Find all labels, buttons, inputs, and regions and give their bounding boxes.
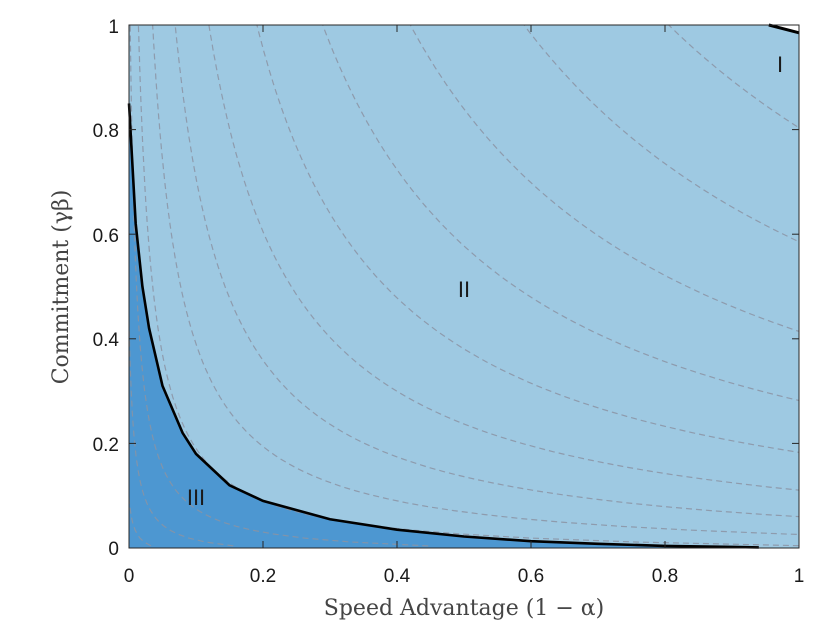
contour-line (322, 25, 799, 402)
y-axis-label: Commitment (γβ) (49, 190, 74, 385)
x-tick-label: 0 (124, 566, 135, 587)
x-tick-label: 1 (794, 566, 805, 587)
region-labels: I II III (187, 52, 783, 510)
axes (128, 24, 800, 549)
y-tick-labels: 0 0.2 0.4 0.6 0.8 1 (93, 17, 120, 560)
y-tick-label: 0.6 (93, 226, 119, 247)
contour-line (152, 25, 799, 536)
plot-area (127, 23, 800, 549)
region-label-II: II (458, 277, 470, 302)
y-tick-label: 0.4 (93, 330, 120, 351)
x-tick-label: 0.2 (250, 566, 276, 587)
contour-line (208, 25, 799, 491)
boundary-III-II (127, 103, 759, 549)
y-tick-label: 0.2 (93, 435, 119, 456)
contour-line (129, 290, 234, 547)
y-tick-label: 0 (108, 539, 119, 560)
boundary-II-I (768, 23, 800, 35)
x-tick-labels: 0 0.2 0.4 0.6 0.8 1 (124, 566, 805, 587)
region-label-I: I (777, 52, 783, 77)
y-tick-label: 1 (108, 17, 119, 38)
axes-box (128, 24, 800, 549)
x-axis-label: Speed Advantage (1 − α) (324, 596, 604, 621)
contour-lines (129, 25, 799, 547)
contour-line (137, 25, 799, 547)
region-label-III: III (187, 485, 205, 510)
region-III-area (129, 103, 759, 548)
contour-line (129, 25, 429, 547)
y-tick-label: 0.8 (93, 121, 119, 142)
x-tick-label: 0.6 (518, 566, 544, 587)
contour-line (174, 25, 799, 518)
x-tick-label: 0.8 (652, 566, 678, 587)
x-tick-label: 0.4 (384, 566, 411, 587)
